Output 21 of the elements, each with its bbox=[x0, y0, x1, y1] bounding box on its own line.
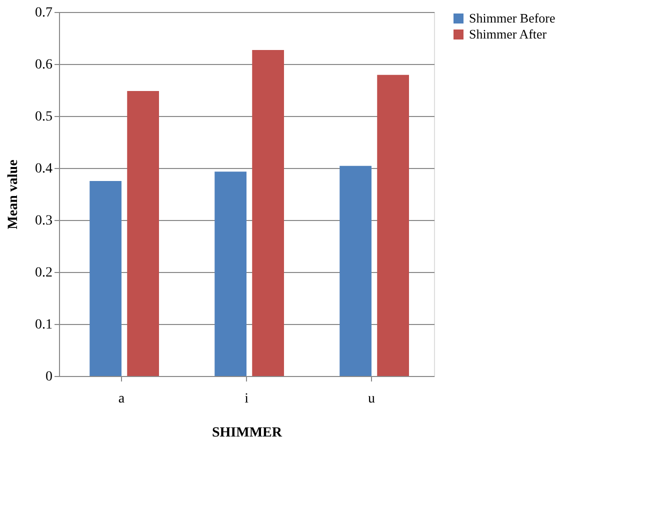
legend-label: Shimmer After bbox=[469, 26, 548, 42]
y-tick-label: 0.5 bbox=[35, 110, 52, 124]
x-axis-title: SHIMMER bbox=[212, 426, 283, 440]
bar bbox=[127, 91, 159, 376]
y-tick-label: 0.1 bbox=[35, 318, 52, 332]
y-tick-label: 0.7 bbox=[35, 6, 52, 20]
x-tick-label: i bbox=[244, 392, 249, 406]
bar bbox=[377, 74, 409, 376]
bar bbox=[252, 50, 284, 376]
bar bbox=[214, 172, 246, 376]
y-tick-label: 0.3 bbox=[35, 214, 52, 228]
y-axis-title: Mean value bbox=[6, 160, 21, 230]
y-tick-label: 0.4 bbox=[35, 162, 52, 176]
x-tick-label: a bbox=[118, 392, 126, 406]
bar bbox=[340, 166, 372, 376]
y-tick-label: 0 bbox=[46, 370, 52, 384]
bar bbox=[90, 181, 122, 376]
x-tick-label: u bbox=[368, 392, 375, 406]
y-tick-label: 0.2 bbox=[35, 266, 52, 280]
legend-label: Shimmer Before bbox=[469, 10, 556, 26]
y-tick-label: 0.6 bbox=[35, 58, 52, 72]
